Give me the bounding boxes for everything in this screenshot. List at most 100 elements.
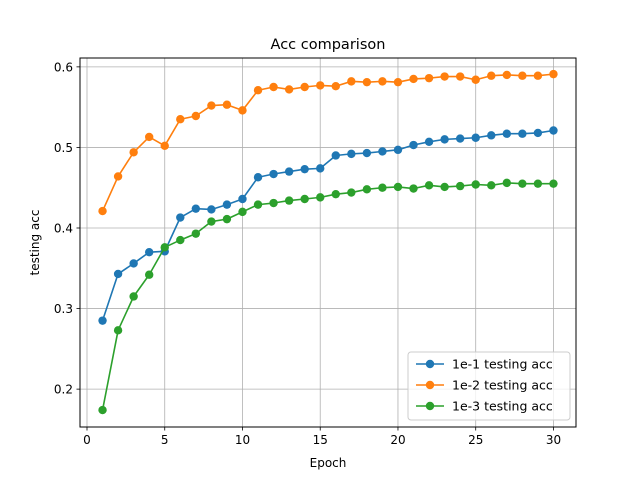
legend-label: 1e-1 testing acc (452, 357, 553, 372)
data-point (362, 77, 372, 87)
data-point (129, 148, 138, 157)
data-point (238, 194, 247, 204)
data-point (455, 181, 465, 191)
data-point (98, 206, 107, 216)
data-point (300, 164, 309, 174)
data-point (129, 259, 138, 268)
data-point (207, 205, 216, 214)
legend-marker (425, 359, 435, 369)
x-tick-label: 0 (83, 433, 91, 447)
data-point (191, 111, 201, 121)
data-point (378, 183, 387, 192)
y-axis-label: testing acc (28, 210, 42, 276)
legend-marker (425, 401, 435, 411)
data-point (269, 198, 278, 208)
data-point (160, 243, 169, 252)
data-point (487, 71, 496, 80)
data-point (144, 270, 154, 279)
data-point (455, 134, 465, 143)
data-point (284, 85, 294, 94)
plot-frame (79, 57, 577, 428)
x-axis-label: Epoch (310, 456, 347, 470)
y-tick-label: 0.6 (54, 60, 73, 74)
data-point (238, 106, 247, 115)
x-tick-label: 20 (390, 433, 405, 447)
data-point (347, 188, 356, 197)
data-point (549, 69, 558, 79)
data-point (269, 169, 278, 179)
data-point (207, 217, 216, 226)
data-point (98, 316, 107, 325)
data-point (424, 181, 434, 190)
data-point (533, 71, 543, 80)
data-point (378, 147, 387, 156)
data-point (222, 214, 232, 224)
data-point (176, 115, 185, 124)
data-point (440, 135, 449, 144)
data-point (113, 269, 123, 279)
data-point (393, 182, 403, 192)
data-point (424, 73, 434, 83)
data-point (176, 213, 185, 222)
data-point (378, 77, 387, 86)
legend-label: 1e-3 testing acc (452, 399, 553, 414)
data-point (471, 180, 480, 189)
legend-item: 1e-1 testing acc (416, 357, 553, 372)
data-point (191, 204, 201, 213)
data-point (316, 193, 325, 202)
data-point (253, 173, 263, 182)
y-tick-label: 0.3 (54, 302, 73, 316)
data-point (455, 72, 465, 81)
data-point (471, 133, 480, 142)
data-point (331, 189, 340, 199)
data-point (222, 200, 232, 209)
data-point (331, 81, 340, 91)
data-point (347, 77, 356, 86)
x-tick-label: 10 (235, 433, 250, 447)
y-tick-label: 0.5 (54, 141, 73, 155)
data-point (440, 72, 449, 81)
data-point (393, 145, 403, 155)
legend-item: 1e-3 testing acc (416, 399, 553, 414)
x-tick-label: 30 (546, 433, 561, 447)
data-point (98, 405, 107, 415)
grid (80, 58, 576, 427)
y-tick-label: 0.2 (54, 383, 73, 397)
data-point (331, 151, 340, 160)
data-point (502, 178, 512, 188)
data-point (129, 292, 138, 301)
series-2 (98, 69, 558, 216)
data-point (253, 200, 263, 209)
series-3 (98, 178, 558, 415)
data-point (207, 101, 216, 110)
data-point (176, 235, 185, 245)
data-point (113, 326, 123, 335)
data-point (393, 77, 403, 87)
data-point (518, 129, 527, 138)
data-point (487, 131, 496, 140)
legend-label: 1e-2 testing acc (452, 378, 553, 393)
data-point (222, 100, 232, 109)
data-point (144, 247, 154, 257)
data-point (160, 141, 169, 151)
data-point (284, 167, 294, 176)
series-layer (98, 69, 558, 415)
data-point (253, 86, 263, 95)
x-tick-label: 5 (161, 433, 169, 447)
data-point (487, 181, 496, 190)
y-tick-label: 0.4 (54, 221, 73, 235)
data-point (409, 184, 418, 193)
data-point (362, 185, 372, 194)
data-point (316, 164, 325, 173)
data-point (238, 207, 247, 217)
legend-box (407, 351, 571, 421)
data-point (144, 132, 154, 142)
data-point (533, 128, 543, 138)
data-point (300, 82, 309, 92)
legend-item: 1e-2 testing acc (416, 378, 553, 393)
chart-title: Acc comparison (271, 37, 386, 53)
data-point (316, 81, 325, 90)
data-point (113, 172, 123, 181)
x-tick-label: 15 (313, 433, 328, 447)
